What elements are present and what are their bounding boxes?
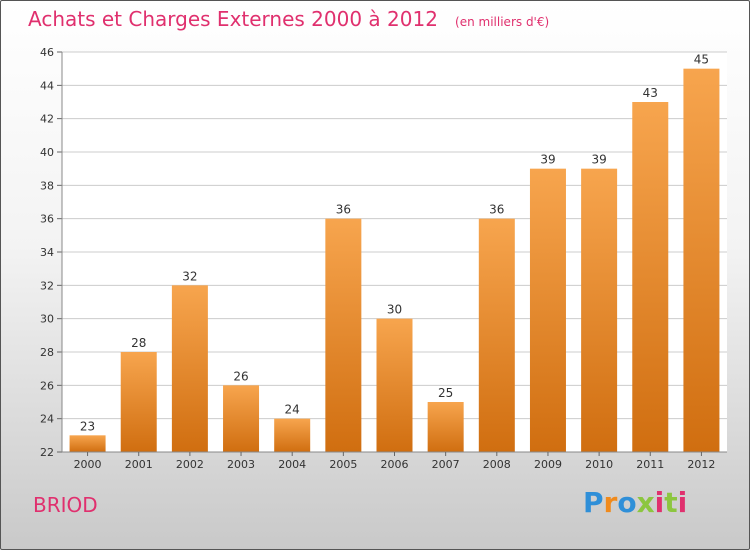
y-tick-label: 26 — [40, 379, 54, 392]
bar-2010 — [581, 168, 618, 452]
title-row: Achats et Charges Externes 2000 à 2012 (… — [28, 7, 549, 31]
x-tick-label: 2003 — [227, 458, 255, 471]
brand-letter: i — [654, 486, 665, 519]
data-label: 24 — [285, 403, 300, 417]
bar-2006 — [376, 318, 413, 452]
x-tick-label: 2001 — [125, 458, 153, 471]
data-label: 23 — [80, 419, 95, 433]
data-label: 25 — [438, 386, 453, 400]
y-tick-label: 36 — [40, 213, 54, 226]
y-tick-label: 34 — [40, 246, 54, 259]
x-tick-label: 2007 — [432, 458, 460, 471]
y-tick-label: 42 — [40, 113, 54, 126]
data-label: 26 — [233, 369, 248, 383]
y-tick-label: 22 — [40, 446, 54, 459]
data-label: 39 — [591, 153, 606, 167]
x-tick-label: 2010 — [585, 458, 613, 471]
y-tick-label: 28 — [40, 346, 54, 359]
y-tick-label: 30 — [40, 313, 54, 326]
data-label: 39 — [540, 153, 555, 167]
x-tick-label: 2004 — [278, 458, 306, 471]
bar-2005 — [325, 218, 362, 452]
bar-2001 — [120, 352, 157, 452]
bar-2011 — [632, 102, 669, 452]
commune-name: BRIOD — [33, 493, 98, 517]
bar-2012 — [683, 68, 720, 453]
bar-2009 — [529, 168, 566, 452]
y-tick-label: 32 — [40, 279, 54, 292]
x-tick-label: 2008 — [483, 458, 511, 471]
axis-layer: 22 24 26 28 30 32 34 36 38 40 42 44 46 2000 2001 2002 20… — [40, 46, 727, 471]
data-label: 36 — [489, 203, 504, 217]
chart-unit: (en milliers d'€) — [455, 15, 550, 29]
data-label: 45 — [694, 53, 709, 67]
bar-2000 — [69, 435, 106, 452]
x-tick-label: 2000 — [74, 458, 102, 471]
x-tick-label: 2006 — [381, 458, 409, 471]
brand-letter: t — [664, 486, 678, 519]
x-tick-label: 2002 — [176, 458, 204, 471]
data-label: 30 — [387, 303, 402, 317]
data-label: 36 — [336, 203, 351, 217]
bars-layer: 23 28 32 26 24 36 30 25 36 39 39 43 45 — [69, 53, 720, 453]
bar-2002 — [171, 285, 208, 452]
brand-letter: P — [583, 486, 604, 519]
brand-letter: i — [677, 486, 688, 519]
bar-2003 — [223, 385, 260, 452]
data-label: 28 — [131, 336, 146, 350]
y-tick-label: 46 — [40, 46, 54, 59]
bar-2008 — [478, 218, 515, 452]
x-tick-label: 2005 — [329, 458, 357, 471]
y-tick-label: 44 — [40, 79, 54, 92]
brand-letter: x — [636, 486, 655, 519]
y-tick-label: 40 — [40, 146, 54, 159]
x-tick-label: 2009 — [534, 458, 562, 471]
brand-letter: r — [603, 486, 618, 519]
bar-2007 — [427, 402, 464, 452]
chart-title: Achats et Charges Externes 2000 à 2012 — [28, 7, 438, 31]
x-tick-label: 2011 — [636, 458, 664, 471]
brand-logo: Proxiti — [583, 486, 687, 519]
data-label: 43 — [643, 86, 658, 100]
y-tick-label: 38 — [40, 179, 54, 192]
brand-letter: o — [617, 486, 637, 519]
data-label: 32 — [182, 269, 197, 283]
bar-2004 — [274, 418, 311, 452]
y-tick-label: 24 — [40, 413, 54, 426]
x-tick-label: 2012 — [687, 458, 715, 471]
